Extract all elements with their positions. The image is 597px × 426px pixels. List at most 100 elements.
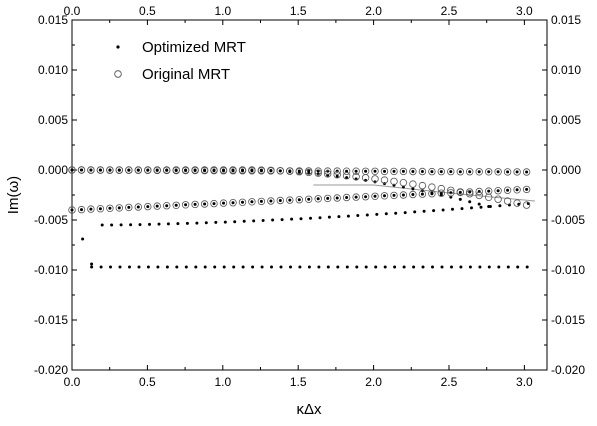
optimized-mrt-point <box>233 220 237 224</box>
optimized-mrt-point <box>137 265 141 269</box>
original-mrt-point <box>447 186 455 194</box>
legend-label-original: Original MRT <box>142 66 230 83</box>
original-mrt-point <box>437 184 445 193</box>
optimized-mrt-point <box>515 170 519 174</box>
optimized-mrt-point <box>430 192 434 196</box>
optimized-mrt-point <box>99 265 103 269</box>
original-mrt-point <box>162 201 171 210</box>
original-mrt-point <box>77 205 86 214</box>
original-mrt-point <box>248 166 256 174</box>
optimized-mrt-point <box>316 197 320 201</box>
optimized-mrt-point <box>317 265 321 269</box>
optimized-mrt-point <box>166 222 170 226</box>
original-mrt-point <box>409 167 417 176</box>
original-mrt-point <box>352 193 360 201</box>
optimized-mrt-point <box>346 214 350 218</box>
optimized-mrt-point <box>138 223 142 227</box>
x-axis-title: κΔx <box>296 401 322 418</box>
x-tick-label-bottom: 0.5 <box>139 375 156 389</box>
y-tick-label-left: 0.010 <box>38 63 68 77</box>
x-tick-label-top: 1.0 <box>214 4 231 18</box>
optimized-mrt-point <box>146 168 150 172</box>
optimized-mrt-point <box>89 207 93 211</box>
optimized-mrt-point <box>175 265 179 269</box>
original-mrt-point <box>513 186 521 194</box>
original-mrt-point <box>286 196 294 204</box>
optimized-mrt-point <box>420 170 424 173</box>
y-tick-label-left: -0.020 <box>34 363 68 377</box>
optimized-mrt-point <box>250 168 254 172</box>
original-mrt-point <box>115 166 123 174</box>
original-mrt-point <box>276 166 284 175</box>
y-tick-label-right: 0.005 <box>551 113 581 127</box>
optimized-mrt-point <box>289 265 292 269</box>
optimized-mrt-point <box>468 190 472 194</box>
optimized-mrt-point <box>81 237 85 241</box>
optimized-mrt-point <box>127 168 131 172</box>
original-mrt-point <box>522 201 531 209</box>
original-mrt-point <box>447 167 455 176</box>
optimized-mrt-point <box>155 204 159 208</box>
optimized-mrt-point <box>496 189 500 193</box>
data-points <box>68 166 535 269</box>
optimized-mrt-point <box>439 191 443 195</box>
optimized-mrt-point <box>119 223 123 227</box>
original-mrt-point <box>475 168 483 176</box>
optimized-mrt-point <box>498 204 502 208</box>
y-axis-title: Im(ω) <box>5 176 22 214</box>
optimized-mrt-point <box>269 199 273 203</box>
axis-ticks <box>71 19 547 371</box>
original-mrt-point <box>305 168 313 177</box>
optimized-mrt-point <box>422 209 426 213</box>
original-mrt-point <box>428 183 436 191</box>
optimized-mrt-point <box>108 168 112 172</box>
optimized-mrt-point <box>335 174 339 178</box>
optimized-mrt-point <box>157 222 161 226</box>
original-mrt-point <box>466 167 474 176</box>
optimized-mrt-point <box>478 265 482 269</box>
optimized-mrt-point <box>290 217 294 221</box>
optimized-mrt-point <box>411 170 415 173</box>
original-mrt-point <box>503 197 512 205</box>
optimized-mrt-point <box>213 265 217 269</box>
original-mrt-point <box>134 203 142 211</box>
optimized-mrt-point <box>318 216 322 220</box>
original-mrt-point <box>522 168 531 176</box>
optimized-mrt-point <box>477 170 481 174</box>
optimized-mrt-point <box>326 196 330 200</box>
optimized-mrt-point <box>184 265 188 269</box>
optimized-mrt-point <box>231 201 235 205</box>
optimized-mrt-point <box>413 210 417 214</box>
original-mrt-point <box>324 170 332 178</box>
original-mrt-point <box>219 199 228 207</box>
optimized-mrt-point <box>259 168 263 172</box>
optimized-mrt-point <box>354 195 358 199</box>
optimized-mrt-point <box>411 193 415 196</box>
optimized-mrt-point <box>155 168 159 172</box>
original-mrt-point <box>210 166 218 174</box>
original-mrt-point <box>466 188 474 196</box>
y-tick-label-left: 0.000 <box>38 163 68 177</box>
optimized-mrt-point <box>364 265 368 269</box>
optimized-mrt-point <box>174 168 178 172</box>
original-mrt-point <box>229 166 237 174</box>
optimized-mrt-point <box>251 265 255 269</box>
original-mrt-point <box>390 191 398 200</box>
y-tick-label-left: -0.005 <box>34 213 68 227</box>
optimized-mrt-point <box>108 206 112 210</box>
optimized-mrt-point <box>146 205 150 209</box>
original-mrt-point <box>494 186 502 195</box>
original-mrt-point <box>248 198 256 206</box>
original-mrt-point <box>295 195 303 204</box>
original-mrt-point <box>390 177 398 186</box>
original-mrt-point <box>371 192 379 200</box>
original-mrt-point <box>314 169 322 177</box>
optimized-mrt-point <box>90 265 94 269</box>
y-tick-label-right: -0.015 <box>551 313 585 327</box>
optimized-mrt-point <box>401 169 405 173</box>
optimized-mrt-point <box>129 223 133 227</box>
optimized-mrt-point <box>393 265 397 269</box>
original-mrt-point <box>447 189 455 197</box>
optimized-mrt-point <box>421 265 425 269</box>
original-mrt-point <box>503 168 512 176</box>
